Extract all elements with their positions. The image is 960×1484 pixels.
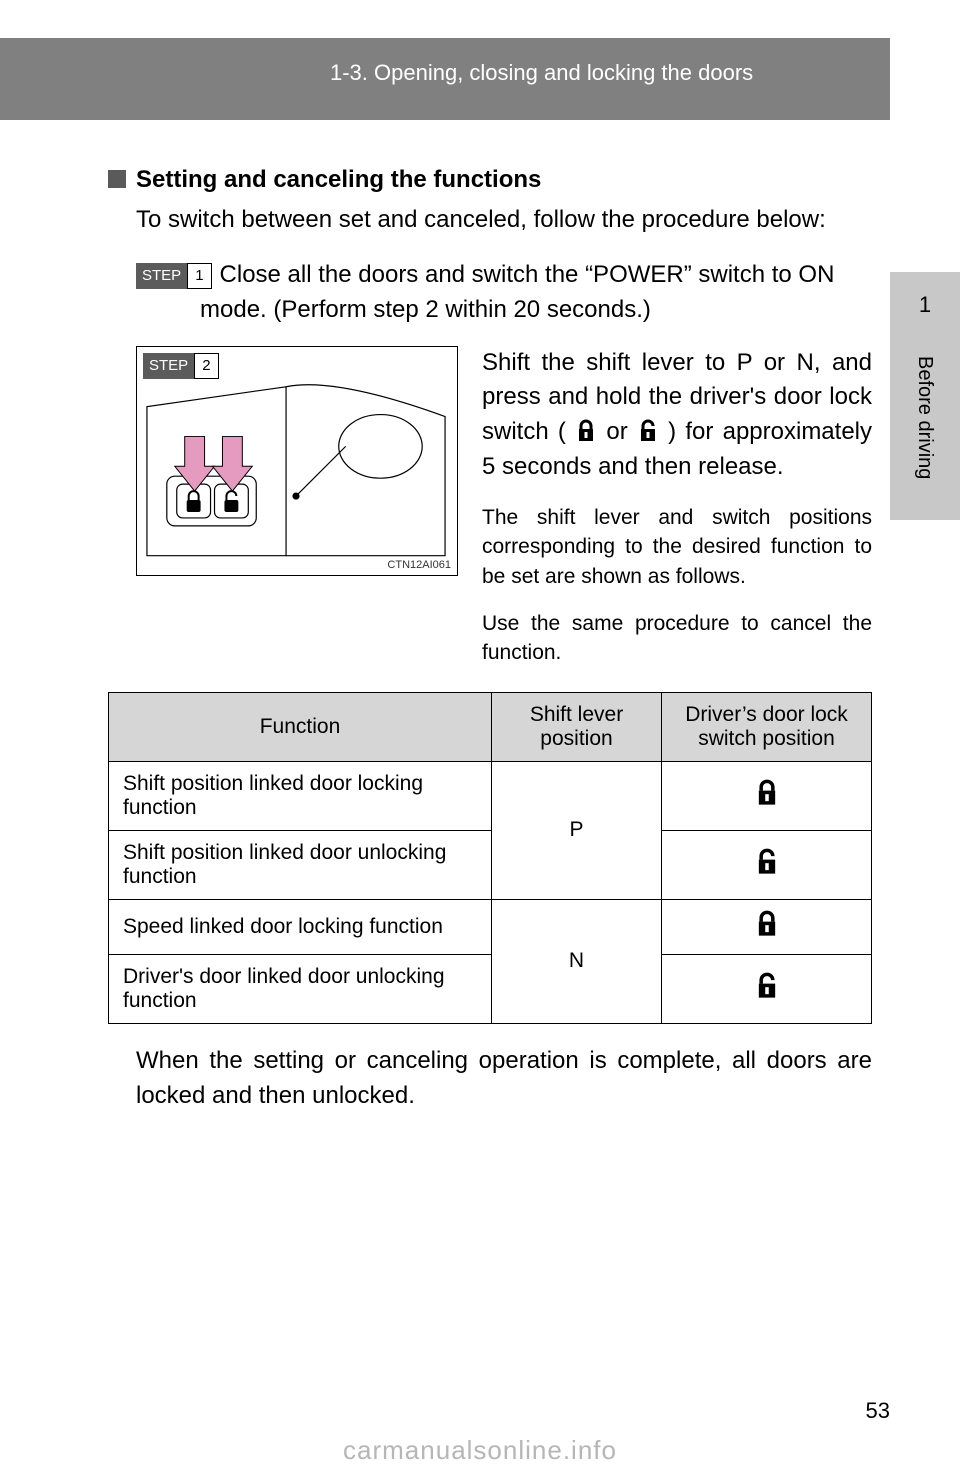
table-row: Shift position linked door locking funct… (109, 761, 872, 830)
cell-fn-0: Shift position linked door locking funct… (109, 761, 492, 830)
page: 1-3. Opening, closing and locking the do… (0, 0, 960, 1484)
chapter-number: 1 (890, 292, 960, 318)
table-row: Speed linked door locking function N (109, 899, 872, 954)
step-2-text: Shift the shift lever to P or N, and pre… (482, 346, 872, 668)
door-switch-illustration (137, 347, 457, 576)
cell-switch-2 (662, 899, 872, 954)
content-area: Setting and canceling the functions To s… (108, 166, 872, 1113)
step-label: STEP (136, 263, 187, 289)
watermark: carmanualsonline.info (0, 1435, 960, 1466)
lock-closed-icon (754, 910, 780, 938)
step-2-block: STEP 2 (136, 346, 872, 668)
step-number-1: 1 (187, 263, 211, 289)
lock-closed-icon (575, 419, 597, 443)
chapter-label: Before driving (913, 356, 936, 479)
intro-text: To switch between set and canceled, foll… (136, 206, 872, 234)
table-row: Shift position linked door unlocking fun… (109, 830, 872, 899)
cell-switch-0 (662, 761, 872, 830)
cell-switch-1 (662, 830, 872, 899)
functions-table: Function Shift lever position Driver’s d… (108, 692, 872, 1024)
step2-paragraph2: The shift lever and switch positions cor… (482, 503, 872, 591)
cell-fn-2: Speed linked door locking function (109, 899, 492, 954)
cell-lever-p: P (492, 761, 662, 899)
cell-fn-3: Driver's door linked door unlocking func… (109, 954, 492, 1023)
step1-line2: mode. (Perform step 2 within 20 seconds.… (136, 293, 872, 328)
table-row: Driver's door linked door unlocking func… (109, 954, 872, 1023)
step1-line1: Close all the doors and switch the “POWE… (220, 261, 835, 288)
figure-door-switch: STEP 2 (136, 346, 458, 576)
cell-lever-n: N (492, 899, 662, 1023)
th-function: Function (109, 692, 492, 761)
cell-fn-1: Shift position linked door unlocking fun… (109, 830, 492, 899)
p1-b: or (606, 418, 637, 445)
page-number: 53 (866, 1398, 890, 1424)
breadcrumb: 1-3. Opening, closing and locking the do… (330, 60, 753, 86)
step2-paragraph1: Shift the shift lever to P or N, and pre… (482, 346, 872, 485)
lock-closed-icon (754, 779, 780, 807)
step-1-block: STEP 1 Close all the doors and switch th… (136, 258, 872, 328)
lock-open-icon (754, 972, 780, 1000)
step-badge-1: STEP 1 (136, 263, 212, 289)
square-bullet-icon (108, 170, 126, 188)
step2-paragraph3: Use the same procedure to cancel the fun… (482, 609, 872, 668)
th-lever: Shift lever position (492, 692, 662, 761)
cell-switch-3 (662, 954, 872, 1023)
figure-caption: CTN12AI061 (387, 559, 451, 571)
th-switch: Driver’s door lock switch position (662, 692, 872, 761)
lock-open-icon (754, 848, 780, 876)
section-title: Setting and canceling the functions (136, 166, 541, 194)
closing-text: When the setting or canceling operation … (136, 1044, 872, 1114)
lock-open-icon (637, 419, 659, 443)
section-heading-row: Setting and canceling the functions (108, 166, 872, 194)
